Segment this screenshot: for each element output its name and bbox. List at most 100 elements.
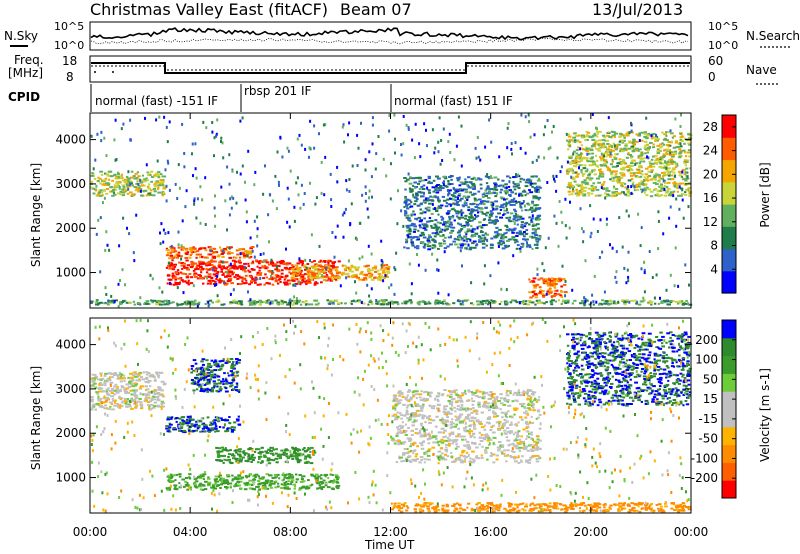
data-cell xyxy=(497,261,500,265)
data-cell xyxy=(244,180,246,184)
data-cell xyxy=(230,266,235,269)
data-cell xyxy=(476,177,481,180)
data-cell xyxy=(645,116,648,120)
data-cell xyxy=(196,381,200,384)
data-cell xyxy=(134,189,139,192)
data-cell xyxy=(522,244,525,247)
data-cell xyxy=(216,417,220,420)
data-cell xyxy=(187,421,191,424)
data-cell xyxy=(306,263,310,265)
data-cell xyxy=(376,269,380,272)
data-cell xyxy=(239,119,242,123)
data-cell xyxy=(147,300,150,303)
data-cell xyxy=(417,229,420,232)
data-cell xyxy=(594,186,597,189)
data-cell xyxy=(373,276,377,279)
data-cell xyxy=(244,274,248,277)
data-cell xyxy=(646,175,650,178)
data-cell xyxy=(607,154,611,157)
data-cell xyxy=(582,167,587,170)
data-cell xyxy=(661,187,665,190)
data-cell xyxy=(160,405,163,408)
data-cell xyxy=(582,240,585,244)
data-cell xyxy=(194,362,198,365)
data-cell xyxy=(171,274,175,277)
data-cell xyxy=(595,147,598,150)
data-cell xyxy=(683,137,687,140)
data-cell xyxy=(107,299,110,303)
data-cell xyxy=(674,139,678,142)
data-cell xyxy=(672,190,676,193)
data-cell xyxy=(303,277,306,280)
data-cell xyxy=(575,175,579,178)
data-cell xyxy=(184,248,189,251)
nsearch-label: N.Search xyxy=(746,29,800,43)
data-cell xyxy=(525,229,529,232)
data-cell xyxy=(536,240,540,243)
data-cell xyxy=(404,212,407,215)
data-cell xyxy=(190,263,194,266)
data-cell xyxy=(274,476,277,479)
data-cell xyxy=(585,299,589,302)
data-cell xyxy=(226,483,229,486)
data-cell xyxy=(249,275,252,278)
colorbar-tick-label: 4 xyxy=(710,262,718,276)
data-cell xyxy=(343,140,346,144)
data-cell xyxy=(300,281,304,284)
data-cell xyxy=(520,242,525,245)
data-cell xyxy=(304,147,307,151)
data-cell xyxy=(175,473,179,476)
data-cell xyxy=(682,302,686,305)
data-cell xyxy=(191,365,195,368)
data-cell xyxy=(381,271,386,274)
data-cell xyxy=(407,172,410,176)
data-cell xyxy=(588,160,593,163)
data-cell xyxy=(136,171,140,174)
data-cell xyxy=(169,261,172,264)
data-cell xyxy=(427,300,430,303)
data-cell xyxy=(663,194,668,197)
data-cell xyxy=(293,295,296,299)
data-cell xyxy=(208,430,211,433)
data-cell xyxy=(252,303,257,306)
data-cell xyxy=(212,266,216,269)
data-cell xyxy=(467,185,470,189)
data-cell xyxy=(611,160,614,163)
data-cell xyxy=(510,228,515,231)
data-cell xyxy=(202,377,205,380)
data-cell xyxy=(226,479,229,482)
data-cell xyxy=(213,382,217,385)
data-cell xyxy=(492,207,495,211)
data-cell xyxy=(605,195,608,198)
data-cell xyxy=(90,180,94,183)
data-cell xyxy=(435,191,440,194)
data-cell xyxy=(204,256,208,259)
data-cell xyxy=(167,264,171,267)
data-cell xyxy=(437,205,441,208)
data-cell xyxy=(203,247,207,250)
data-cell xyxy=(267,269,272,272)
data-cell xyxy=(255,301,259,303)
data-cell xyxy=(542,133,545,137)
data-cell xyxy=(490,299,493,302)
data-cell xyxy=(98,390,103,393)
data-cell xyxy=(250,281,253,284)
data-cell xyxy=(481,300,486,302)
data-cell xyxy=(659,162,662,165)
data-cell xyxy=(198,247,203,250)
data-cell xyxy=(146,381,150,384)
data-cell xyxy=(106,174,110,177)
data-cell xyxy=(107,178,111,181)
data-cell xyxy=(129,138,132,142)
data-cell xyxy=(479,238,482,241)
data-cell xyxy=(258,266,262,269)
data-cell xyxy=(599,157,603,160)
data-cell xyxy=(644,144,648,147)
data-cell xyxy=(206,390,210,393)
data-cell xyxy=(194,250,197,253)
data-cell xyxy=(542,279,546,282)
data-cell xyxy=(177,303,182,306)
data-cell xyxy=(491,212,494,215)
data-cell xyxy=(424,302,428,305)
